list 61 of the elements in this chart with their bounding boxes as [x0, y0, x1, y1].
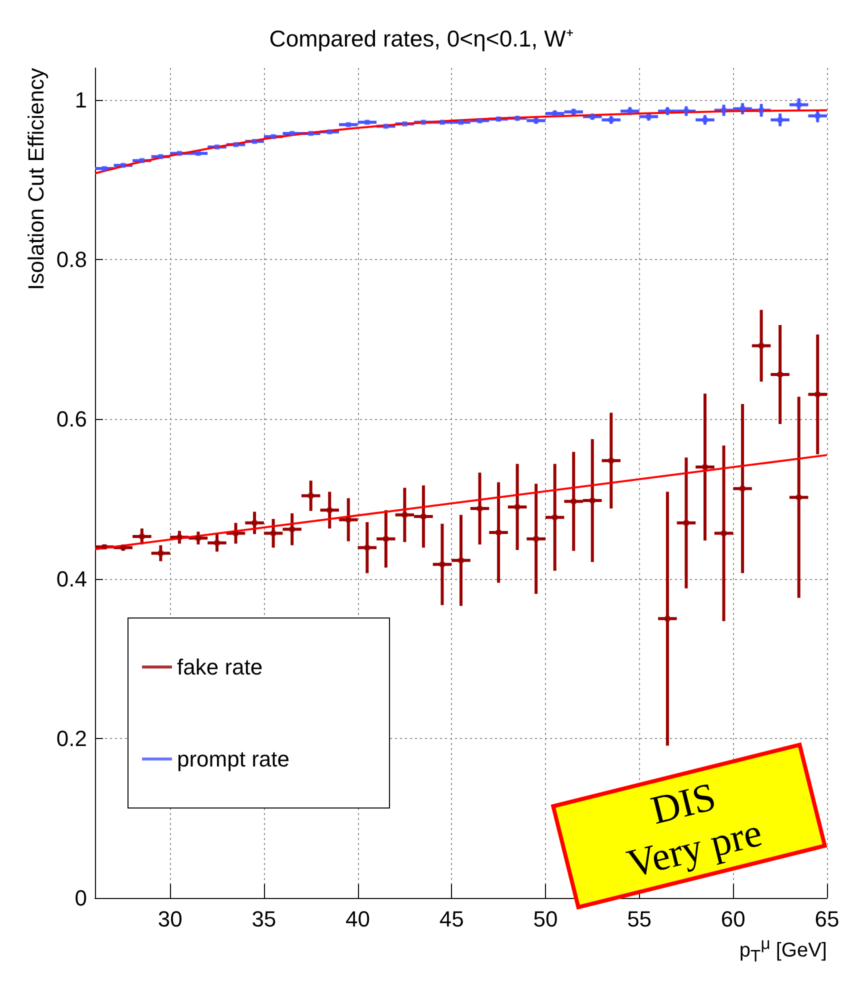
point: [702, 464, 708, 470]
y-tick-label: 0.6: [56, 406, 87, 432]
point: [758, 343, 764, 348]
point: [270, 530, 276, 536]
point: [252, 520, 258, 526]
point: [571, 498, 576, 504]
point: [796, 102, 802, 108]
point: [534, 536, 539, 542]
point: [158, 550, 164, 556]
y-tick-label: 0: [74, 886, 87, 910]
y-tick-label: 0.4: [56, 566, 87, 592]
point: [233, 530, 238, 536]
point: [196, 536, 201, 541]
chart-title: Compared rates, 0<η<0.1, W⁺: [269, 26, 574, 52]
point: [684, 520, 689, 526]
point: [778, 117, 783, 122]
y-tick-label: 0.8: [56, 247, 87, 272]
point: [721, 108, 726, 113]
point: [552, 514, 558, 520]
y-tick-label: 1: [74, 87, 87, 112]
point: [796, 494, 802, 500]
point: [608, 458, 614, 464]
x-tick-label: 45: [439, 906, 464, 932]
point: [176, 534, 182, 540]
y-axis-title: Isolation Cut Efficiency: [24, 68, 48, 290]
annotation: DIS: [646, 772, 720, 833]
x-tick-label: 30: [158, 906, 182, 932]
point: [327, 508, 332, 513]
point: [778, 372, 783, 377]
point: [721, 530, 726, 536]
point: [664, 616, 670, 622]
point: [702, 117, 708, 122]
point: [440, 562, 445, 567]
legend-label: prompt rate: [177, 746, 290, 772]
line-series: [94, 109, 828, 174]
point: [496, 530, 502, 535]
point: [684, 108, 689, 114]
point: [514, 504, 520, 510]
point: [364, 545, 370, 550]
point: [420, 514, 426, 520]
point: [214, 540, 220, 546]
x-tick-label: 35: [252, 906, 276, 932]
point: [815, 113, 820, 118]
point: [815, 392, 820, 397]
point: [308, 493, 314, 498]
x-axis-title: p$_{T}$$^{μ}$ [GeV]: [739, 934, 827, 967]
x-tick-label: 40: [346, 906, 370, 932]
point: [346, 517, 351, 522]
point: [590, 498, 595, 504]
point: [290, 526, 295, 532]
point: [383, 536, 388, 542]
point: [458, 558, 464, 563]
point: [477, 506, 482, 512]
y-tick-label: 0.2: [56, 726, 87, 751]
sticker: DIS Very pre: [550, 742, 828, 910]
point: [758, 108, 764, 113]
legend-label: fake rate: [177, 654, 263, 680]
point: [740, 486, 746, 492]
point: [740, 106, 746, 112]
point: [139, 534, 144, 539]
point: [402, 512, 408, 518]
